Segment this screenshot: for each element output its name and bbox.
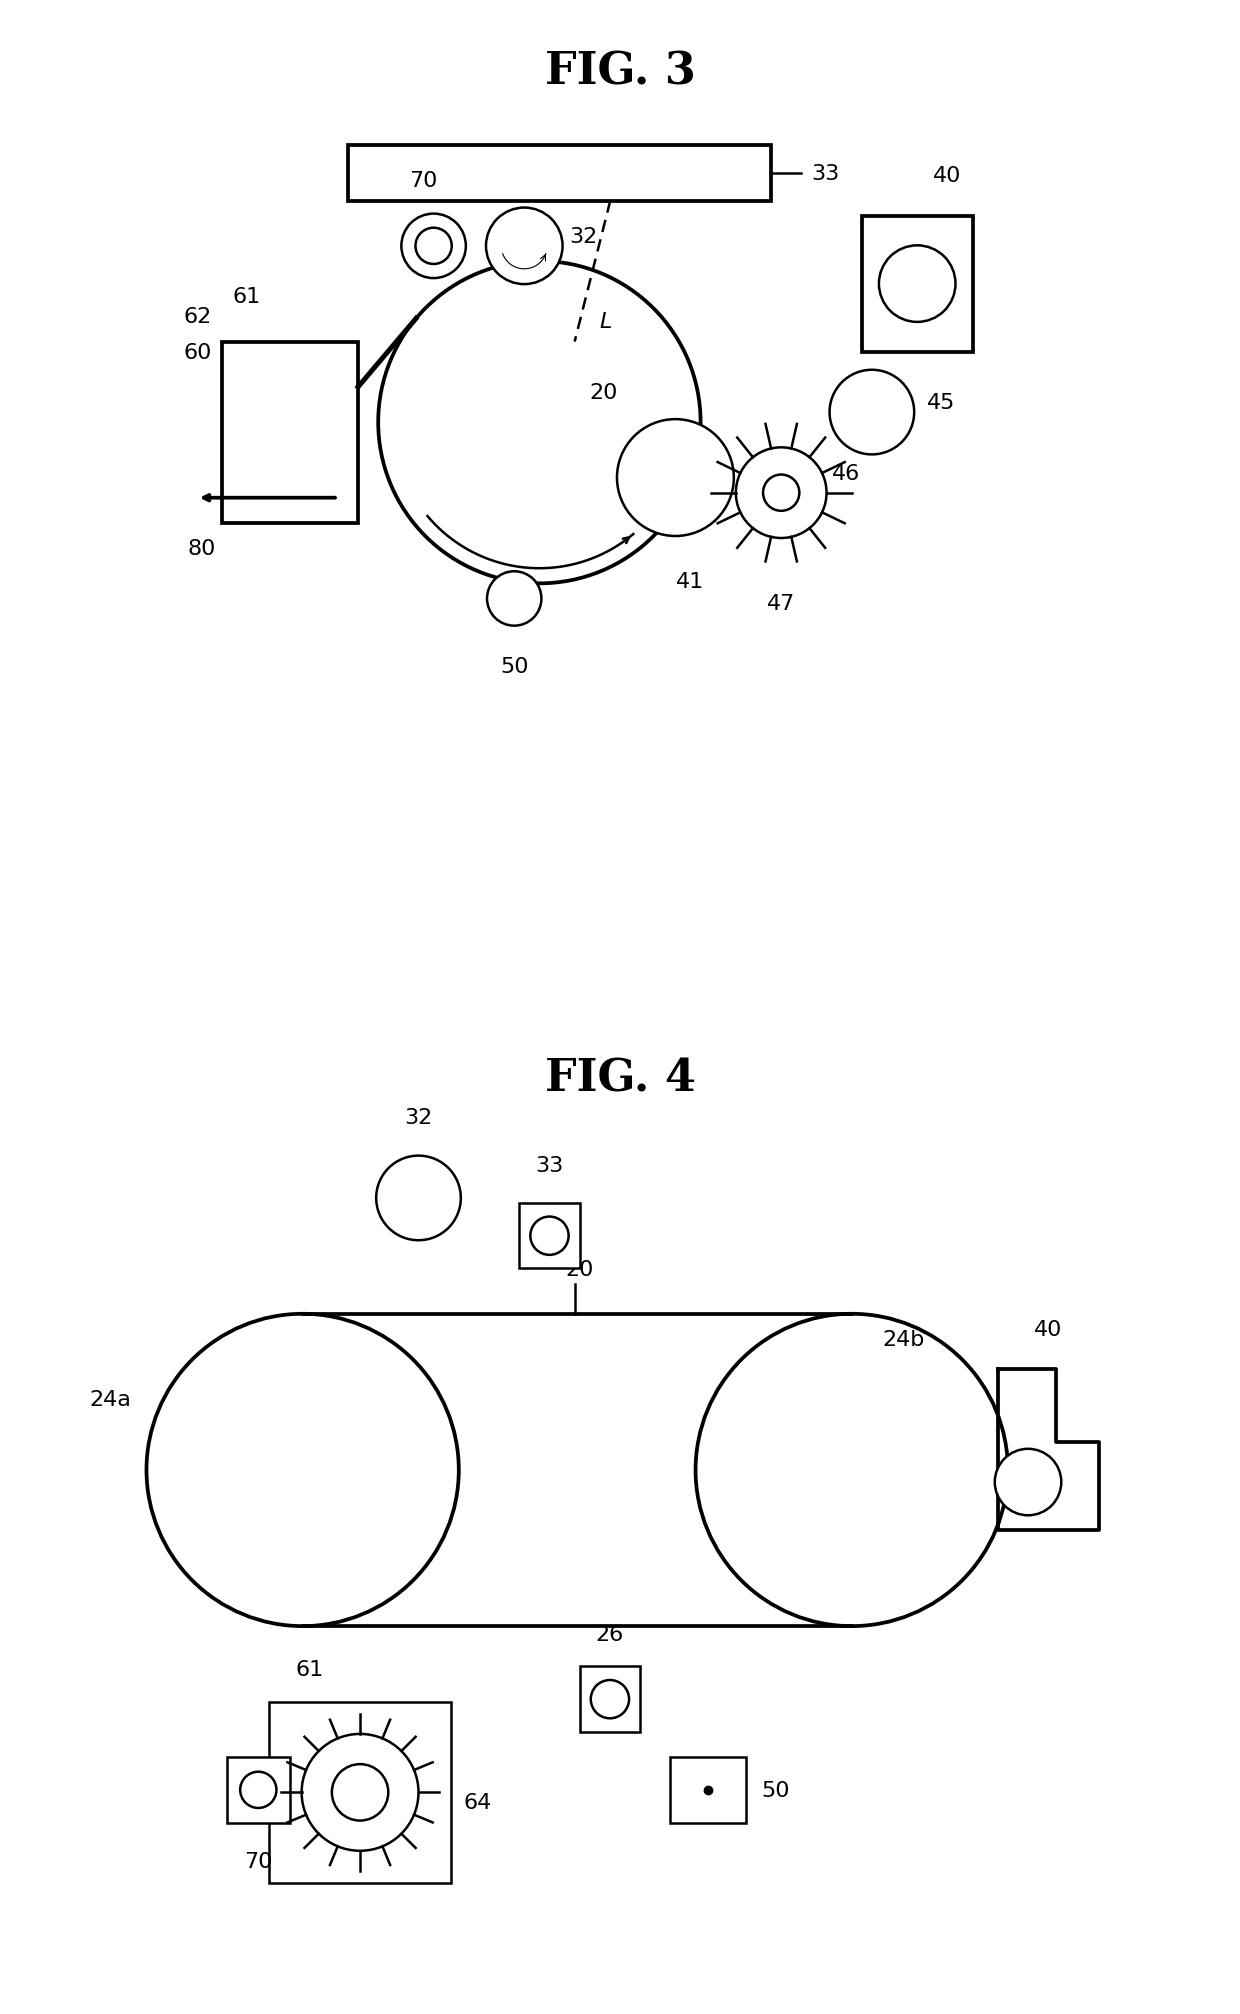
- Bar: [520, 1202, 580, 1269]
- Text: 46: 46: [832, 463, 859, 483]
- Text: 20: 20: [565, 1259, 594, 1279]
- Circle shape: [146, 1313, 459, 1625]
- Text: 45: 45: [928, 393, 956, 413]
- Text: 24a: 24a: [89, 1390, 131, 1410]
- Bar: [671, 1756, 746, 1823]
- Text: 32: 32: [404, 1108, 433, 1128]
- Text: 60: 60: [184, 342, 212, 363]
- Text: L: L: [600, 312, 613, 332]
- Circle shape: [590, 1680, 629, 1718]
- Circle shape: [486, 207, 563, 284]
- Text: 50: 50: [761, 1780, 790, 1801]
- Circle shape: [332, 1764, 388, 1821]
- Text: FIG. 3: FIG. 3: [544, 50, 696, 93]
- Bar: [227, 1756, 290, 1823]
- Circle shape: [696, 1313, 1008, 1625]
- Text: 61: 61: [295, 1660, 324, 1678]
- Text: 33: 33: [811, 163, 839, 183]
- Text: 47: 47: [768, 594, 795, 614]
- Text: 24b: 24b: [882, 1329, 924, 1349]
- Text: 40: 40: [1034, 1319, 1063, 1339]
- Text: 33: 33: [536, 1156, 564, 1174]
- Circle shape: [994, 1450, 1061, 1515]
- Text: 64: 64: [464, 1792, 492, 1813]
- Circle shape: [378, 262, 701, 584]
- Bar: [269, 1702, 451, 1883]
- Text: 41: 41: [676, 572, 704, 592]
- Text: 40: 40: [934, 167, 962, 185]
- Text: 26: 26: [595, 1625, 624, 1643]
- Text: 70: 70: [244, 1851, 273, 1871]
- Text: 32: 32: [569, 228, 598, 246]
- Text: 62: 62: [184, 308, 212, 326]
- Circle shape: [402, 213, 466, 278]
- Circle shape: [415, 228, 451, 264]
- Text: 70: 70: [409, 171, 438, 191]
- Text: 80: 80: [187, 538, 216, 558]
- Circle shape: [879, 246, 956, 322]
- Text: 61: 61: [232, 288, 260, 306]
- Circle shape: [487, 572, 542, 626]
- Circle shape: [735, 447, 827, 538]
- Bar: [580, 1666, 640, 1732]
- Bar: [862, 215, 972, 352]
- Circle shape: [531, 1216, 569, 1255]
- Circle shape: [618, 419, 734, 536]
- Text: 50: 50: [500, 657, 528, 677]
- Bar: [348, 145, 771, 201]
- Circle shape: [241, 1772, 277, 1809]
- Circle shape: [376, 1156, 461, 1241]
- Text: 20: 20: [590, 383, 619, 403]
- Circle shape: [830, 371, 914, 455]
- Circle shape: [301, 1734, 419, 1851]
- Circle shape: [763, 475, 800, 512]
- Bar: [222, 342, 358, 524]
- Text: FIG. 4: FIG. 4: [544, 1057, 696, 1100]
